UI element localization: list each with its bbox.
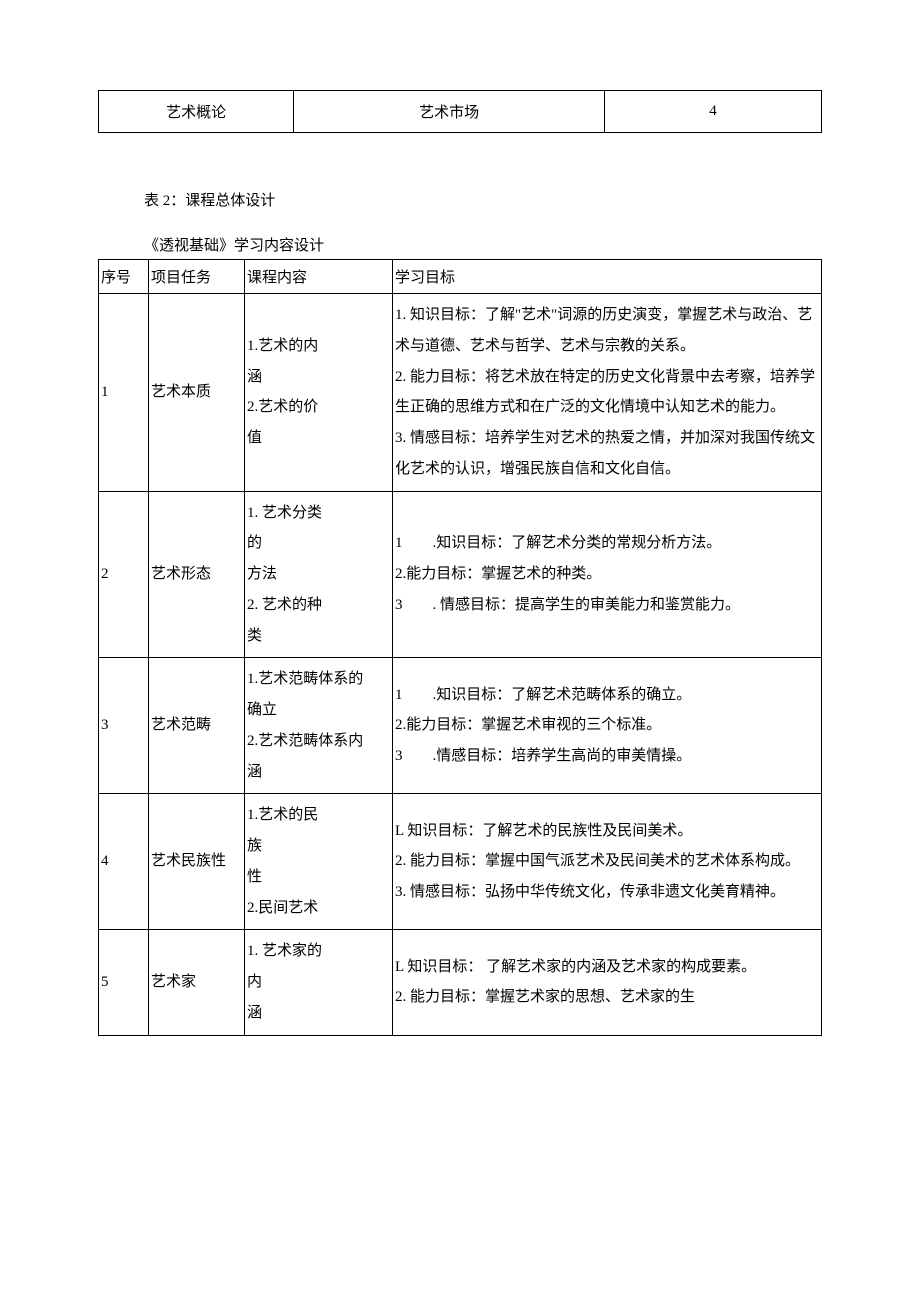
goal-line: 2.能力目标：掌握艺术审视的三个标准。 xyxy=(395,710,819,741)
table-caption-1: 表 2：课程总体设计 xyxy=(144,189,822,210)
top-cell-course: 艺术概论 xyxy=(99,91,294,133)
top-summary-table: 艺术概论 艺术市场 4 xyxy=(98,90,822,133)
course-design-table: 序号 项目任务 课程内容 学习目标 1艺术本质1.艺术的内涵2.艺术的价值1. … xyxy=(98,259,822,1036)
content-line: 1.艺术范畴体系的 xyxy=(247,664,390,695)
content-line: 2.艺术范畴体系内 xyxy=(247,726,390,757)
goal-cell: 1. 知识目标：了解"艺术"词源的历史演变，掌握艺术与政治、艺术与道德、艺术与哲… xyxy=(393,294,822,492)
table-caption-2: 《透视基础》学习内容设计 xyxy=(144,234,822,255)
task-cell: 艺术民族性 xyxy=(149,794,245,930)
goal-cell: 1 .知识目标：了解艺术分类的常规分析方法。2.能力目标：掌握艺术的种类。3 .… xyxy=(393,491,822,658)
content-cell: 1.艺术的内涵2.艺术的价值 xyxy=(245,294,393,492)
goal-line: 1. 知识目标：了解"艺术"词源的历史演变，掌握艺术与政治、艺术与道德、艺术与哲… xyxy=(395,300,819,362)
seq-cell: 5 xyxy=(99,930,149,1035)
header-seq: 序号 xyxy=(99,260,149,294)
content-line: 1.艺术的民 xyxy=(247,800,390,831)
table-row: 4艺术民族性1.艺术的民族性2.民间艺术L 知识目标：了解艺术的民族性及民间美术… xyxy=(99,794,822,930)
goal-cell: L 知识目标： 了解艺术家的内涵及艺术家的构成要素。2. 能力目标：掌握艺术家的… xyxy=(393,930,822,1035)
table-row: 5艺术家1. 艺术家的内涵L 知识目标： 了解艺术家的内涵及艺术家的构成要素。2… xyxy=(99,930,822,1035)
content-line: 涵 xyxy=(247,362,390,393)
table-header-row: 序号 项目任务 课程内容 学习目标 xyxy=(99,260,822,294)
content-line: 方法 xyxy=(247,559,390,590)
seq-cell: 4 xyxy=(99,794,149,930)
goal-line: 2.能力目标：掌握艺术的种类。 xyxy=(395,559,819,590)
task-cell: 艺术范畴 xyxy=(149,658,245,794)
goal-line: 3. 情感目标：弘扬中华传统文化，传承非遗文化美育精神。 xyxy=(395,877,819,908)
table-row: 1艺术本质1.艺术的内涵2.艺术的价值1. 知识目标：了解"艺术"词源的历史演变… xyxy=(99,294,822,492)
goal-line: 1 .知识目标：了解艺术分类的常规分析方法。 xyxy=(395,528,819,559)
content-line: 涵 xyxy=(247,998,390,1029)
content-line: 1. 艺术分类 xyxy=(247,498,390,529)
goal-line: 3 .情感目标：培养学生高尚的审美情操。 xyxy=(395,741,819,772)
content-cell: 1.艺术的民族性2.民间艺术 xyxy=(245,794,393,930)
content-line: 性 xyxy=(247,862,390,893)
task-cell: 艺术形态 xyxy=(149,491,245,658)
table-row: 3艺术范畴1.艺术范畴体系的确立2.艺术范畴体系内涵1 .知识目标：了解艺术范畴… xyxy=(99,658,822,794)
seq-cell: 2 xyxy=(99,491,149,658)
task-cell: 艺术家 xyxy=(149,930,245,1035)
table-row: 艺术概论 艺术市场 4 xyxy=(99,91,822,133)
task-cell: 艺术本质 xyxy=(149,294,245,492)
content-line: 2.艺术的价 xyxy=(247,392,390,423)
goal-line: L 知识目标：了解艺术的民族性及民间美术。 xyxy=(395,816,819,847)
content-cell: 1. 艺术家的内涵 xyxy=(245,930,393,1035)
header-content: 课程内容 xyxy=(245,260,393,294)
goal-line: 2. 能力目标：掌握艺术家的思想、艺术家的生 xyxy=(395,982,819,1013)
content-line: 的 xyxy=(247,528,390,559)
seq-cell: 3 xyxy=(99,658,149,794)
goal-line: 2. 能力目标：将艺术放在特定的历史文化背景中去考察，培养学生正确的思维方式和在… xyxy=(395,362,819,424)
content-line: 类 xyxy=(247,621,390,652)
goal-line: 1 .知识目标：了解艺术范畴体系的确立。 xyxy=(395,680,819,711)
content-cell: 1. 艺术分类的方法2. 艺术的种类 xyxy=(245,491,393,658)
header-goal: 学习目标 xyxy=(393,260,822,294)
goal-line: 2. 能力目标：掌握中国气派艺术及民间美术的艺术体系构成。 xyxy=(395,846,819,877)
content-line: 值 xyxy=(247,423,390,454)
caption-block: 表 2：课程总体设计 《透视基础》学习内容设计 xyxy=(98,189,822,255)
content-line: 确立 xyxy=(247,695,390,726)
content-line: 涵 xyxy=(247,757,390,788)
goal-line: L 知识目标： 了解艺术家的内涵及艺术家的构成要素。 xyxy=(395,952,819,983)
content-line: 1. 艺术家的 xyxy=(247,936,390,967)
goal-line: 3. 情感目标：培养学生对艺术的热爱之情，并加深对我国传统文化艺术的认识，增强民… xyxy=(395,423,819,485)
goal-cell: 1 .知识目标：了解艺术范畴体系的确立。2.能力目标：掌握艺术审视的三个标准。3… xyxy=(393,658,822,794)
top-cell-topic: 艺术市场 xyxy=(294,91,605,133)
top-cell-number: 4 xyxy=(605,91,822,133)
content-line: 1.艺术的内 xyxy=(247,331,390,362)
content-line: 2. 艺术的种 xyxy=(247,590,390,621)
seq-cell: 1 xyxy=(99,294,149,492)
content-line: 内 xyxy=(247,967,390,998)
table-row: 2艺术形态1. 艺术分类的方法2. 艺术的种类1 .知识目标：了解艺术分类的常规… xyxy=(99,491,822,658)
content-cell: 1.艺术范畴体系的确立2.艺术范畴体系内涵 xyxy=(245,658,393,794)
goal-line: 3 . 情感目标：提高学生的审美能力和鉴赏能力。 xyxy=(395,590,819,621)
header-task: 项目任务 xyxy=(149,260,245,294)
goal-cell: L 知识目标：了解艺术的民族性及民间美术。2. 能力目标：掌握中国气派艺术及民间… xyxy=(393,794,822,930)
content-line: 族 xyxy=(247,831,390,862)
content-line: 2.民间艺术 xyxy=(247,893,390,924)
